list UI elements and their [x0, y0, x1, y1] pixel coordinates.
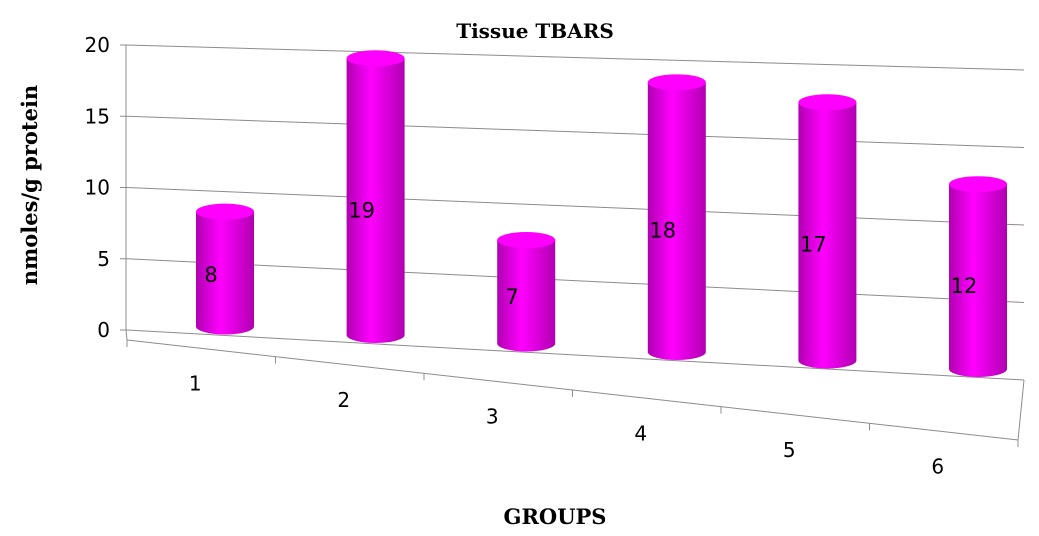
- x-tick-label: 6: [931, 455, 944, 479]
- bar-top: [346, 50, 405, 67]
- gridline: [125, 44, 1025, 71]
- y-tick-label: 20: [85, 33, 110, 57]
- gridline: [125, 115, 1025, 148]
- bar: [196, 203, 254, 335]
- bar-body: [196, 211, 254, 335]
- y-tick-label: 10: [85, 176, 110, 200]
- floor-right-edge: [1017, 379, 1025, 441]
- x-tick-label: 1: [189, 371, 202, 395]
- bar-body: [497, 240, 556, 352]
- bar-body: [798, 102, 857, 369]
- gridlines: [125, 44, 1025, 381]
- bar-top: [196, 203, 254, 220]
- y-tick-label: 15: [85, 104, 110, 128]
- bar-top: [949, 176, 1007, 193]
- data-label: 7: [506, 285, 519, 309]
- data-label: 12: [951, 274, 978, 298]
- x-axis-title: GROUPS: [504, 504, 607, 529]
- bar-body: [346, 58, 405, 343]
- floor-left-edge: [125, 329, 128, 341]
- bar-body: [647, 82, 706, 360]
- gridline: [125, 258, 1025, 303]
- labels: 8 19 7 18 17 12: [204, 198, 977, 308]
- bar: [949, 176, 1007, 377]
- data-label: 17: [800, 232, 827, 256]
- x-tick-label: 2: [337, 388, 350, 412]
- bar: [647, 74, 706, 360]
- bars: [196, 50, 1007, 377]
- data-label: 8: [204, 263, 217, 287]
- x-tick-label: 4: [634, 421, 647, 445]
- bar: [497, 232, 556, 352]
- bar-top: [798, 94, 857, 111]
- x-tick-label: 5: [783, 438, 796, 462]
- gridline: [125, 329, 1025, 381]
- y-tick-label: 0: [97, 318, 110, 342]
- data-label: 19: [348, 198, 375, 222]
- y-tick-label: 5: [97, 247, 110, 271]
- data-label: 18: [649, 219, 676, 243]
- chart-title: Tissue TBARS: [456, 19, 614, 43]
- bar-body: [949, 184, 1007, 377]
- bar-top: [647, 74, 706, 91]
- y-axis-title: nmoles/g protein: [17, 85, 42, 285]
- bar: [346, 50, 405, 343]
- bar: [798, 94, 857, 369]
- x-tick-label: 3: [486, 405, 499, 429]
- gridline: [125, 187, 1025, 226]
- bar-top: [497, 232, 556, 249]
